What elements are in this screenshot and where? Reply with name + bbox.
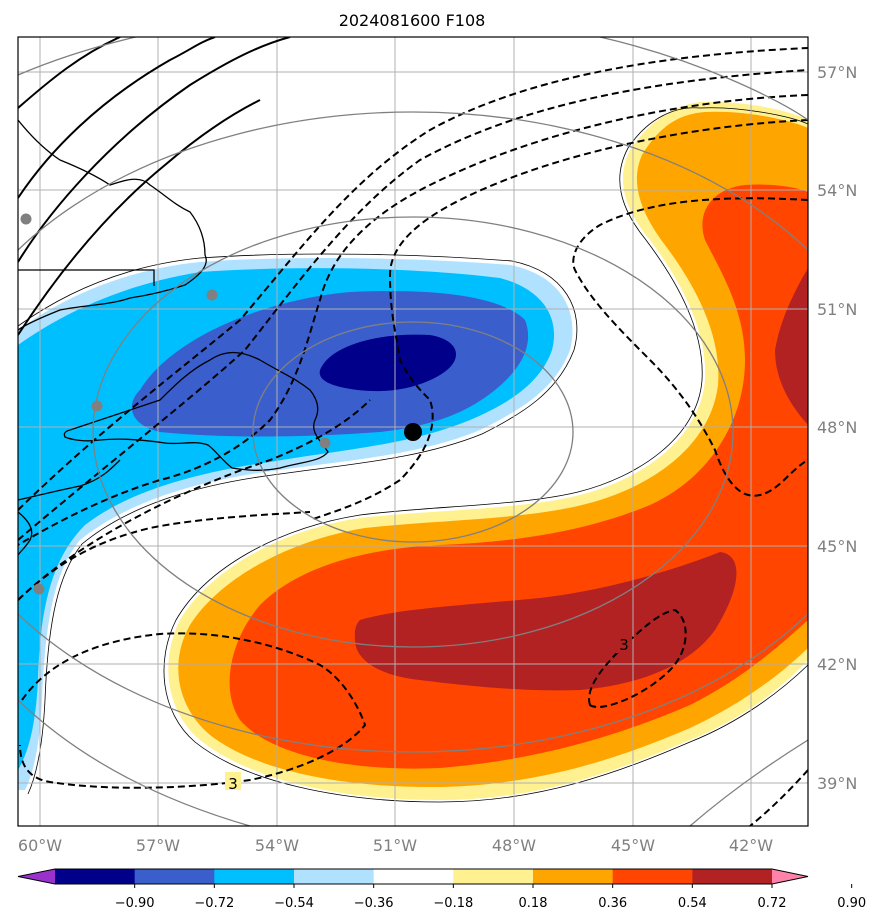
- lat-label: 48°N: [817, 418, 857, 437]
- positive-anomaly-core-east: [775, 268, 808, 425]
- latitude-labels: 57°N 54°N 51°N 48°N 45°N 42°N 39°N: [817, 63, 857, 793]
- colorbar-tick-label: 0.36: [598, 896, 627, 911]
- negative-anomaly-outline: [18, 253, 578, 795]
- gray-ring-contours: [18, 37, 808, 826]
- lon-label: 42°W: [729, 836, 773, 855]
- lon-label: 48°W: [492, 836, 536, 855]
- lon-label: 54°W: [255, 836, 299, 855]
- contour-labels: 3 3: [225, 635, 632, 793]
- colorbar-segment: [214, 869, 295, 884]
- colorbar-segment: [612, 869, 693, 884]
- colorbar-outline: [17, 868, 809, 885]
- map-area: 3 3: [18, 37, 808, 826]
- map-frame: [17, 36, 809, 827]
- contour-label: 3: [619, 636, 629, 654]
- colorbar-tick-label: −0.90: [115, 896, 155, 911]
- colorbar-tick-label: 0.72: [758, 896, 787, 911]
- colorbar-tick-label: −0.18: [433, 896, 473, 911]
- colorbar-segment: [453, 869, 534, 884]
- colorbar-segment: [55, 869, 136, 884]
- colorbar-extend-low: [18, 869, 55, 884]
- colorbar-extend-high: [772, 869, 808, 884]
- contour-label: 3: [228, 775, 238, 793]
- lat-label: 42°N: [817, 655, 857, 674]
- negative-anomaly-core: [319, 334, 457, 392]
- colorbar-tick-label: 0.90: [837, 896, 866, 911]
- solid-contours: [18, 37, 291, 336]
- figure-title: 2024081600 F108: [339, 11, 486, 30]
- positive-anomaly-outline: [163, 107, 808, 803]
- lat-label: 57°N: [817, 63, 857, 82]
- lat-label: 45°N: [817, 537, 857, 556]
- colorbar-segment: [134, 869, 215, 884]
- lat-label: 51°N: [817, 300, 857, 319]
- colorbar-tick-label: −0.72: [194, 896, 234, 911]
- lon-label: 51°W: [373, 836, 417, 855]
- lat-label: 54°N: [817, 181, 857, 200]
- colorbar: −0.90 −0.72 −0.54 −0.36 −0.18 0.18 0.36 0.54 0.7…: [17, 868, 866, 911]
- colorbar-segment: [692, 869, 773, 884]
- colorbar-segment: [373, 869, 454, 884]
- lat-label: 39°N: [817, 774, 857, 793]
- longitude-labels: 60°W 57°W 54°W 51°W 48°W 45°W 42°W: [18, 836, 773, 855]
- lon-label: 60°W: [18, 836, 62, 855]
- colorbar-segment: [294, 869, 375, 884]
- colorbar-tick-label: 0.54: [678, 896, 707, 911]
- colorbar-tick-label: 0.18: [519, 896, 548, 911]
- station-markers: [20, 213, 331, 595]
- colorbar-tick-label: −0.36: [354, 896, 394, 911]
- colorbar-tick-label: −0.54: [274, 896, 314, 911]
- colorbar-segment: [533, 869, 614, 884]
- positive-anomaly-core-south: [354, 552, 737, 691]
- dashed-contours: [18, 47, 808, 826]
- center-marker: [404, 423, 422, 441]
- lon-label: 57°W: [136, 836, 180, 855]
- lon-label: 45°W: [611, 836, 655, 855]
